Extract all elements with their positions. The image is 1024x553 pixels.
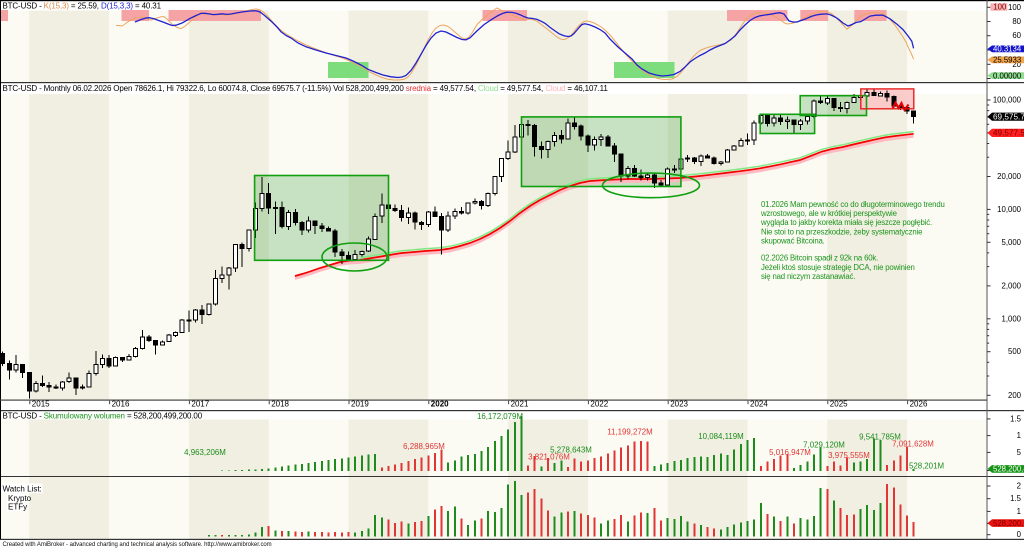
svg-text:BTC-USD - Monthly 06.02.2026 O: BTC-USD - Monthly 06.02.2026 Open 78626.… <box>3 84 609 93</box>
svg-text:2024: 2024 <box>750 399 768 408</box>
svg-text:02.2026 Bitcoin spadł z 92k na: 02.2026 Bitcoin spadł z 92k na 60k. <box>761 254 878 263</box>
svg-text:20,000: 20,000 <box>997 172 1022 181</box>
svg-text:BTC-USD - K(15,3) = 25.59, D(1: BTC-USD - K(15,3) = 25.59, D(15,3,3) = 4… <box>3 2 162 11</box>
svg-text:wygląda to jakby korekta miała: wygląda to jakby korekta miała się jeszc… <box>760 218 932 227</box>
svg-text:100,000: 100,000 <box>993 96 1022 105</box>
svg-text:10,000: 10,000 <box>997 205 1022 214</box>
svg-text:2025: 2025 <box>830 399 848 408</box>
svg-text:1.5: 1.5 <box>1010 414 1022 423</box>
svg-text:ETFy: ETFy <box>8 503 27 512</box>
svg-text:2017: 2017 <box>191 399 209 408</box>
svg-text:528,200,: 528,200, <box>993 519 1023 528</box>
svg-text:100: 100 <box>993 3 1007 12</box>
svg-text:25.5933: 25.5933 <box>993 56 1021 65</box>
svg-text:2015: 2015 <box>32 399 50 408</box>
svg-text:Jeżeli ktoś stosuje strategię: Jeżeli ktoś stosuje strategię DCA, nie p… <box>761 263 915 272</box>
svg-text:200: 200 <box>1008 391 1022 400</box>
svg-text:3,975,555M: 3,975,555M <box>828 451 870 460</box>
svg-text:Krypto: Krypto <box>8 494 32 503</box>
svg-text:2019: 2019 <box>351 399 369 408</box>
svg-text:2022: 2022 <box>590 399 608 408</box>
svg-text:5,278,643M: 5,278,643M <box>550 446 592 455</box>
svg-text:69,575.7: 69,575.7 <box>993 113 1024 122</box>
svg-text:5,016,947M: 5,016,947M <box>769 448 811 457</box>
svg-text:11,199,272M: 11,199,272M <box>607 427 652 436</box>
svg-text:1: 1 <box>1017 431 1021 440</box>
svg-text:100: 100 <box>1008 3 1022 12</box>
svg-text:7,029,120M: 7,029,120M <box>803 440 845 449</box>
svg-text:500: 500 <box>1008 347 1022 356</box>
svg-text:2020: 2020 <box>431 399 449 408</box>
svg-text:16,172,079M: 16,172,079M <box>477 412 523 421</box>
svg-text:1.5: 1.5 <box>1010 494 1022 503</box>
svg-text:2: 2 <box>1017 482 1021 491</box>
svg-text:2021: 2021 <box>511 399 529 408</box>
svg-text:528,201M: 528,201M <box>909 462 944 471</box>
svg-text:9,541,785M: 9,541,785M <box>859 432 901 441</box>
svg-text:2023: 2023 <box>670 399 688 408</box>
svg-text:20: 20 <box>1012 60 1021 69</box>
svg-text:Created with AmiBroker - advan: Created with AmiBroker - advanced charti… <box>3 542 272 548</box>
svg-text:1: 1 <box>1017 507 1021 516</box>
svg-text:Watch List:: Watch List: <box>3 485 42 494</box>
svg-text:4,963,206M: 4,963,206M <box>184 448 226 457</box>
svg-text:7,091,628M: 7,091,628M <box>892 440 934 449</box>
svg-text:80: 80 <box>1012 17 1021 26</box>
svg-text:3,821,076M: 3,821,076M <box>528 452 570 461</box>
svg-text:49,577.5: 49,577.5 <box>993 129 1024 138</box>
svg-text:5,000: 5,000 <box>1001 238 1021 247</box>
svg-text:skupować Bitcoina.: skupować Bitcoina. <box>761 237 825 246</box>
svg-text:0: 0 <box>1017 530 1022 539</box>
svg-text:1,000: 1,000 <box>1001 314 1021 323</box>
svg-text:2,000: 2,000 <box>1001 281 1021 290</box>
svg-text:5: 5 <box>1017 448 1022 457</box>
svg-text:2018: 2018 <box>271 399 289 408</box>
svg-text:60: 60 <box>1012 31 1021 40</box>
svg-text:0.00000: 0.00000 <box>993 71 1022 80</box>
svg-text:528,200,4: 528,200,4 <box>993 465 1024 474</box>
svg-text:2026: 2026 <box>910 399 928 408</box>
svg-text:wzrostowego, ale w krótkiej pe: wzrostowego, ale w krótkiej perspektywie <box>760 209 897 218</box>
svg-text:Nie stoi to na przeszkodzie, ż: Nie stoi to na przeszkodzie, żeby system… <box>761 227 922 236</box>
svg-text:10,084,119M: 10,084,119M <box>698 432 743 441</box>
svg-text:2016: 2016 <box>112 399 130 408</box>
svg-text:6,288,965M: 6,288,965M <box>403 442 445 451</box>
svg-text:01.2026 Mam pewność co do dług: 01.2026 Mam pewność co do długoterminowe… <box>761 200 945 209</box>
svg-text:BTC-USD - Skumulowany wolumen: BTC-USD - Skumulowany wolumen = 528,200,… <box>3 411 203 420</box>
svg-text:40.3134: 40.3134 <box>993 45 1022 54</box>
svg-text:się nad niczym zastanawiać.: się nad niczym zastanawiać. <box>761 272 855 281</box>
